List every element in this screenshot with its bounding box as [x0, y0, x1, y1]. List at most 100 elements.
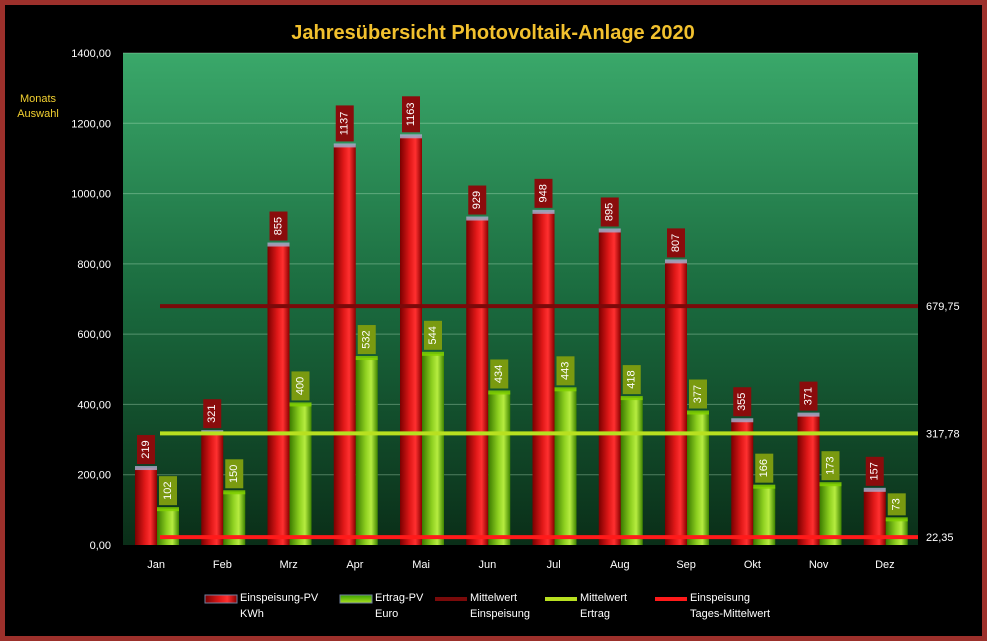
data-label-einspeisung-jul: 948	[538, 184, 550, 202]
data-label-box-einspeisung-jan	[137, 435, 155, 465]
data-label-box-ertrag-okt	[755, 453, 774, 483]
data-label-box-ertrag-jan	[159, 476, 177, 506]
y-tick-label-7: 1400,00	[71, 48, 111, 60]
data-label-einspeisung-jun: 929	[471, 191, 483, 209]
data-label-ertrag-jul: 443	[560, 362, 572, 380]
legend-label-einspeisung-pv: Einspeisung-PV	[240, 592, 319, 604]
bar-einspeisung-jan	[135, 468, 157, 545]
data-label-box-einspeisung-dez	[865, 456, 884, 486]
reference-lines: 679,75 317,78 22,35	[160, 301, 960, 544]
data-label-box-einspeisung-jul	[534, 178, 553, 208]
data-label-einspeisung-nov: 371	[803, 387, 815, 405]
bar-ertrag-nov	[819, 484, 842, 545]
data-label-box-einspeisung-feb	[203, 399, 222, 429]
data-label-box-ertrag-feb	[225, 459, 244, 489]
data-label-ertrag-jun: 434	[493, 365, 505, 383]
x-category-okt: Okt	[744, 559, 761, 571]
bar-ertrag-aug	[620, 398, 643, 545]
data-label-ertrag-jan: 102	[162, 481, 174, 499]
y-tick-label-0: 0,00	[90, 540, 111, 552]
data-label-ertrag-okt: 166	[758, 459, 770, 477]
side-label-line1: Monats	[20, 93, 57, 105]
legend-sublabel-ertrag-pv: Euro	[375, 608, 398, 620]
gridlines	[123, 52, 918, 476]
y-tick-label-2: 400,00	[77, 399, 111, 411]
bar-ertrag-jul	[554, 389, 577, 545]
bar-einspeisung-mrz	[267, 244, 290, 545]
data-label-box-einspeisung-aug	[600, 197, 619, 227]
ref-line-value-tages-mittelwert: 22,35	[926, 532, 954, 544]
legend-sublabel-einspeisung-pv: KWh	[240, 608, 264, 620]
y-axis-ticks: 0,00 200,00 400,00 600,00 800,00 1000,00 1200,…	[71, 48, 111, 552]
data-label-ertrag-feb: 150	[228, 465, 240, 483]
bar-cap-einspeisung-jan	[135, 466, 157, 471]
bar-cap-ertrag-jun	[488, 390, 511, 395]
bar-cap-einspeisung-apr	[333, 143, 356, 148]
data-label-einspeisung-jan: 219	[140, 440, 152, 458]
legend: Einspeisung-PV KWh Ertrag-PV Euro Mittelwert…	[204, 592, 770, 620]
data-label-einspeisung-mai: 1163	[405, 102, 417, 126]
data-label-ertrag-mrz: 400	[295, 377, 307, 395]
data-label-ertrag-mai: 544	[427, 326, 439, 344]
plot-area	[123, 53, 918, 545]
ref-line-value-mittelwert-ertrag: 317,78	[926, 428, 960, 440]
bar-cap-ertrag-okt	[753, 484, 776, 489]
data-label-einspeisung-apr: 1137	[339, 112, 351, 136]
data-label-ertrag-sep: 377	[692, 385, 704, 403]
y-tick-label-6: 1200,00	[71, 118, 111, 130]
y-tick-label-5: 1000,00	[71, 189, 111, 201]
data-label-ertrag-dez: 73	[891, 498, 903, 510]
x-category-jun: Jun	[479, 559, 497, 571]
data-labels: 219 102 321 150 855 400 1137 532 1163 544 929 434 94…	[137, 96, 906, 516]
bar-cap-ertrag-dez	[885, 517, 908, 522]
legend-sublabel-tages-mittelwert: Tages-Mittelwert	[690, 608, 770, 620]
bar-cap-ertrag-jan	[157, 507, 179, 512]
data-label-box-einspeisung-sep	[667, 228, 685, 258]
data-label-einspeisung-feb: 321	[206, 405, 218, 423]
data-label-box-ertrag-dez	[887, 493, 906, 516]
bar-einspeisung-jun	[466, 218, 489, 545]
x-category-mai: Mai	[412, 559, 430, 571]
data-label-ertrag-apr: 532	[361, 330, 373, 348]
data-label-einspeisung-dez: 157	[869, 462, 881, 480]
bar-cap-einspeisung-jul	[532, 209, 555, 214]
data-label-einspeisung-aug: 895	[604, 203, 616, 221]
data-label-ertrag-aug: 418	[626, 370, 638, 388]
x-category-feb: Feb	[213, 559, 232, 571]
y-tick-label-1: 200,00	[77, 470, 111, 482]
bar-cap-einspeisung-aug	[598, 228, 621, 233]
legend-swatch-mittelwert-einspeisung	[435, 597, 467, 601]
data-label-box-ertrag-jun	[490, 359, 509, 389]
x-axis-categories: Jan Feb Mrz Apr Mai Jun Jul Aug Sep Okt Nov Dez	[147, 559, 894, 571]
legend-swatch-ertrag-pv	[339, 594, 373, 604]
bar-einspeisung-dez	[863, 489, 886, 545]
data-label-einspeisung-sep: 807	[670, 234, 682, 252]
data-label-box-einspeisung-apr	[335, 105, 354, 142]
x-category-sep: Sep	[676, 559, 696, 571]
bar-ertrag-apr	[355, 358, 378, 545]
x-category-dez: Dez	[875, 559, 895, 571]
x-category-mrz: Mrz	[279, 559, 297, 571]
bar-einspeisung-apr	[333, 145, 356, 545]
bar-cap-ertrag-mai	[422, 351, 444, 356]
bar-cap-ertrag-nov	[819, 482, 842, 487]
x-category-nov: Nov	[809, 559, 829, 571]
bar-ertrag-feb	[223, 492, 246, 545]
bar-cap-einspeisung-nov	[797, 412, 820, 417]
bar-ertrag-sep	[687, 412, 709, 545]
bars	[135, 134, 908, 546]
x-category-aug: Aug	[610, 559, 630, 571]
bar-ertrag-jun	[488, 392, 511, 545]
ref-line-value-mittelwert-einspeisung: 679,75	[926, 301, 960, 313]
legend-label-mittelwert-einspeisung: Mittelwert	[470, 592, 517, 604]
legend-sublabel-mittelwert-ertrag: Ertrag	[580, 608, 610, 620]
data-label-ertrag-nov: 173	[825, 457, 837, 475]
bar-cap-einspeisung-mai	[400, 134, 422, 139]
bar-cap-einspeisung-sep	[665, 259, 687, 264]
bar-einspeisung-aug	[598, 230, 621, 545]
data-label-einspeisung-okt: 355	[736, 393, 748, 411]
bar-ertrag-okt	[753, 486, 776, 545]
bar-ertrag-dez	[885, 519, 908, 545]
bar-cap-einspeisung-okt	[731, 418, 754, 423]
bar-ertrag-jan	[157, 509, 179, 545]
